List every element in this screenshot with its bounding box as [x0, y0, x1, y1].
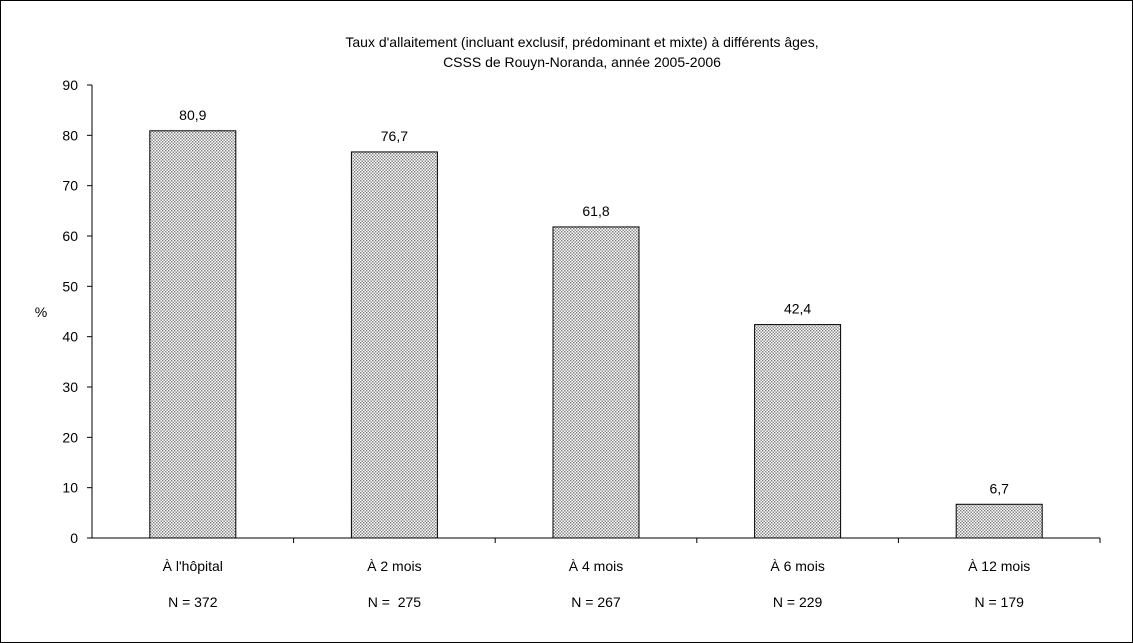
x-category-label: À l'hôpital — [163, 558, 223, 574]
y-tick-label: 40 — [62, 329, 78, 345]
bar-value-label: 76,7 — [381, 128, 408, 144]
chart-title-line-2: CSSS de Rouyn-Noranda, année 2005-2006 — [443, 54, 721, 70]
bars: 80,9 76,7 61,8 42,4 6,7 — [149, 107, 1043, 539]
y-tick-label: 80 — [62, 127, 78, 143]
x-category-label: À 6 mois — [770, 558, 824, 574]
sample-size-label: N = 229 — [773, 594, 823, 610]
bar-value-label: 6,7 — [989, 480, 1009, 496]
x-axis: À l'hôpital N = 372 À 2 mois N = 275 À 4 moi… — [92, 537, 1101, 610]
chart-title-line-1: Taux d'allaitement (incluant exclusif, p… — [345, 34, 818, 50]
bar — [350, 151, 438, 539]
y-tick-label: 90 — [62, 77, 78, 93]
bar-value-label: 42,4 — [784, 301, 811, 317]
y-tick-label: 60 — [62, 228, 78, 244]
sample-size-label: N = 267 — [571, 594, 621, 610]
bar — [149, 130, 237, 539]
x-category-label: À 2 mois — [367, 558, 421, 574]
y-axis-label: % — [35, 304, 47, 320]
sample-size-label: N = 372 — [168, 594, 218, 610]
bar — [552, 226, 640, 539]
bar — [754, 324, 842, 539]
sample-size-label: N = 179 — [974, 594, 1024, 610]
bar-value-label: 61,8 — [582, 203, 609, 219]
y-axis: 0 10 20 30 40 50 60 70 80 90 — [62, 77, 93, 546]
y-tick-label: 30 — [62, 379, 78, 395]
y-tick-label: 20 — [62, 429, 78, 445]
bar — [955, 503, 1043, 539]
sample-size-label: N = 275 — [368, 594, 422, 610]
x-category-label: À 4 mois — [569, 558, 623, 574]
y-tick-label: 70 — [62, 178, 78, 194]
x-category-label: À 12 mois — [968, 558, 1030, 574]
bar-value-label: 80,9 — [179, 107, 206, 123]
y-tick-label: 0 — [70, 530, 78, 546]
y-tick-label: 50 — [62, 278, 78, 294]
y-tick-label: 10 — [62, 480, 78, 496]
